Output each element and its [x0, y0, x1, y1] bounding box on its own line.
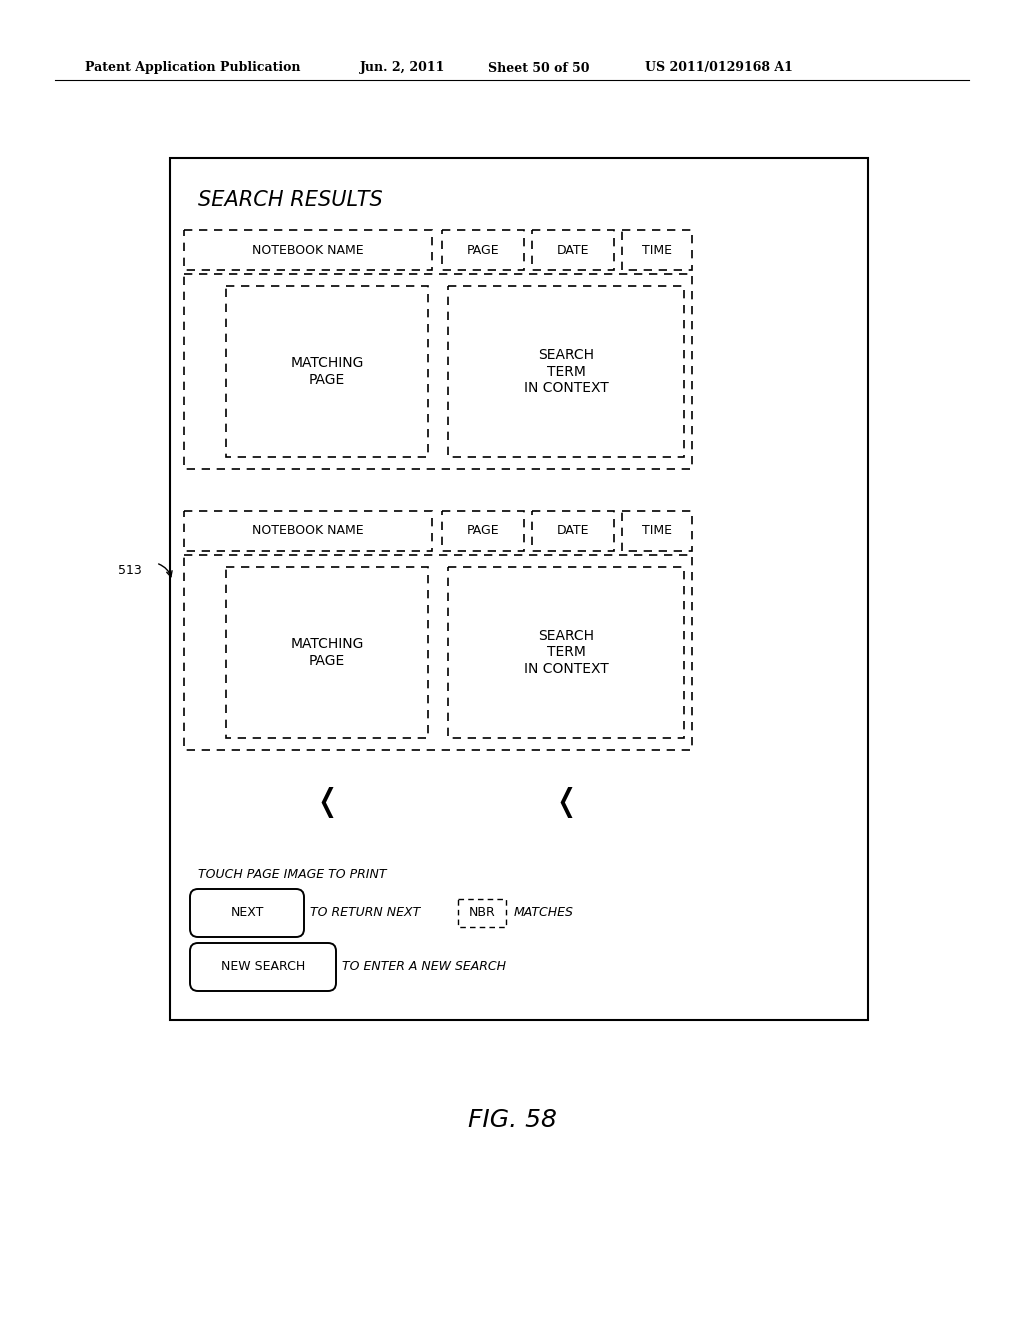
- Bar: [184, 230, 432, 271]
- Text: TO RETURN NEXT: TO RETURN NEXT: [310, 907, 420, 920]
- Bar: [184, 511, 432, 550]
- Text: ❬: ❬: [314, 787, 340, 817]
- Bar: [458, 899, 506, 927]
- Bar: [184, 275, 692, 469]
- Text: NOTEBOOK NAME: NOTEBOOK NAME: [252, 243, 364, 256]
- Text: Sheet 50 of 50: Sheet 50 of 50: [488, 62, 590, 74]
- Text: 513: 513: [118, 565, 141, 578]
- Text: TIME: TIME: [642, 524, 672, 537]
- Bar: [449, 286, 684, 457]
- Text: NEW SEARCH: NEW SEARCH: [221, 961, 305, 974]
- Bar: [170, 158, 868, 1020]
- Bar: [622, 230, 692, 271]
- FancyBboxPatch shape: [190, 888, 304, 937]
- Text: ❬: ❬: [553, 787, 579, 817]
- Text: DATE: DATE: [557, 243, 589, 256]
- Bar: [226, 286, 428, 457]
- Bar: [442, 230, 524, 271]
- Text: MATCHING
PAGE: MATCHING PAGE: [291, 356, 364, 387]
- Text: SEARCH RESULTS: SEARCH RESULTS: [198, 190, 383, 210]
- Text: FIG. 58: FIG. 58: [468, 1107, 556, 1133]
- Text: NOTEBOOK NAME: NOTEBOOK NAME: [252, 524, 364, 537]
- Text: PAGE: PAGE: [467, 243, 500, 256]
- Bar: [442, 511, 524, 550]
- Text: NEXT: NEXT: [230, 907, 264, 920]
- Text: NBR: NBR: [469, 907, 496, 920]
- Text: US 2011/0129168 A1: US 2011/0129168 A1: [645, 62, 793, 74]
- Text: PAGE: PAGE: [467, 524, 500, 537]
- Bar: [622, 511, 692, 550]
- Text: SEARCH
TERM
IN CONTEXT: SEARCH TERM IN CONTEXT: [523, 348, 608, 395]
- Text: DATE: DATE: [557, 524, 589, 537]
- Text: Jun. 2, 2011: Jun. 2, 2011: [360, 62, 445, 74]
- FancyBboxPatch shape: [190, 942, 336, 991]
- Text: MATCHES: MATCHES: [514, 907, 573, 920]
- Bar: [226, 568, 428, 738]
- Text: SEARCH
TERM
IN CONTEXT: SEARCH TERM IN CONTEXT: [523, 630, 608, 676]
- Text: TOUCH PAGE IMAGE TO PRINT: TOUCH PAGE IMAGE TO PRINT: [198, 869, 386, 882]
- Bar: [449, 568, 684, 738]
- Bar: [532, 511, 614, 550]
- Text: Patent Application Publication: Patent Application Publication: [85, 62, 300, 74]
- Text: MATCHING
PAGE: MATCHING PAGE: [291, 638, 364, 668]
- Text: TIME: TIME: [642, 243, 672, 256]
- Bar: [184, 554, 692, 750]
- Text: TO ENTER A NEW SEARCH: TO ENTER A NEW SEARCH: [342, 961, 506, 974]
- Bar: [532, 230, 614, 271]
